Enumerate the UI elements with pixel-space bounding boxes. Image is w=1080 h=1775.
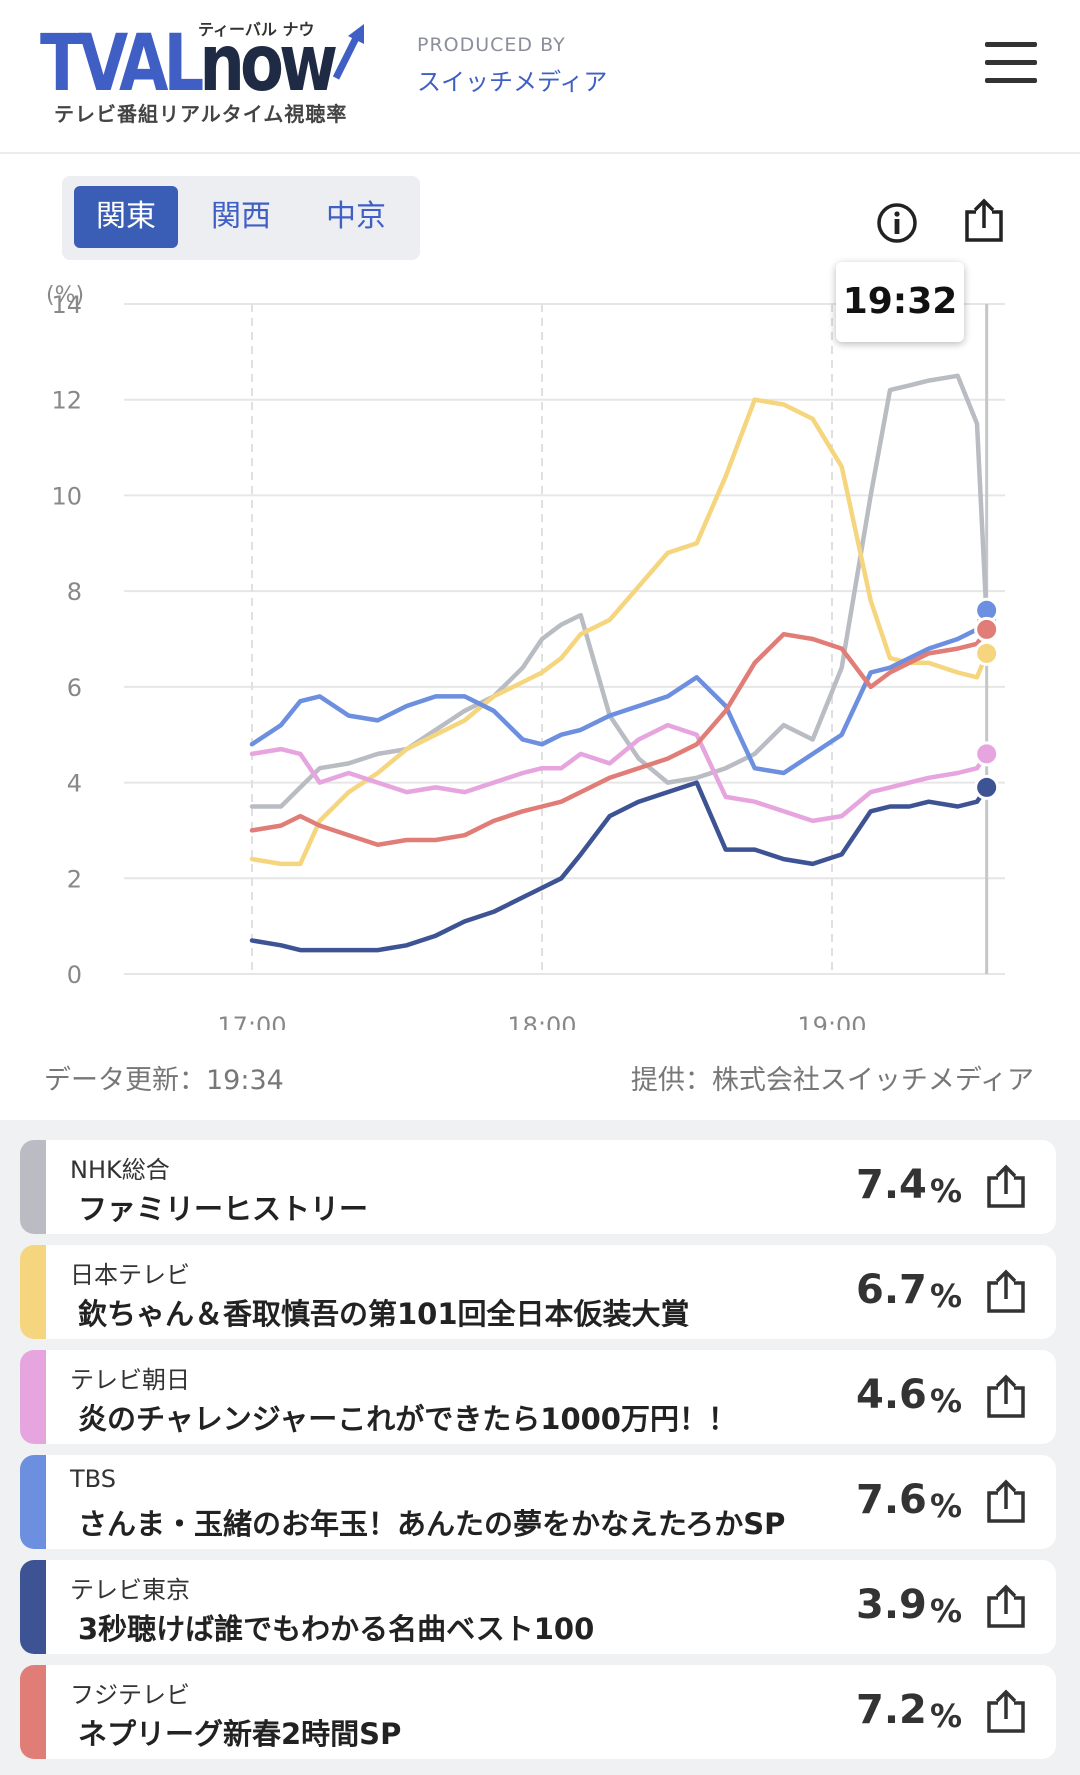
- series-end-point-1: [974, 640, 1000, 666]
- logo-tval: TVAL: [40, 19, 204, 109]
- channel-color-bar: [20, 1665, 46, 1759]
- rating-unit: %: [930, 1382, 963, 1420]
- share-icon[interactable]: [984, 1689, 1028, 1735]
- share-icon[interactable]: [984, 1479, 1028, 1525]
- series-line-5: [249, 627, 989, 848]
- rating-value: 6.7: [856, 1267, 927, 1313]
- program-title: ネプリーグ新春2時間SP: [78, 1717, 402, 1751]
- channel-card-fujitv[interactable]: フジテレビ ネプリーグ新春2時間SP 7.2 %: [20, 1665, 1056, 1759]
- logo-subtitle: テレビ番組リアルタイム視聴率: [54, 102, 348, 126]
- share-icon[interactable]: [984, 1269, 1028, 1315]
- y-tick-label: 8: [67, 578, 82, 606]
- ratings-line-chart: 0 2 4 6 8 10 12 14(%) 17:00 18:00 19:00: [46, 283, 1005, 1040]
- x-tick-label: 18:00: [507, 1012, 576, 1030]
- series-end-point-4: [974, 774, 1000, 800]
- producer-name[interactable]: スイッチメディア: [417, 68, 608, 96]
- rating-unit: %: [930, 1592, 963, 1630]
- channel-card-tvtokyo[interactable]: テレビ東京 3秒聴けば誰でもわかる名曲ベスト100 3.9 %: [20, 1560, 1056, 1654]
- y-tick-label: 4: [67, 770, 82, 798]
- program-title: さんま・玉緒のお年玉！あんたの夢をかなえたろかSP: [78, 1507, 786, 1541]
- series-line-4: [249, 780, 989, 953]
- channel-card-ntv[interactable]: 日本テレビ 欽ちゃん＆香取慎吾の第101回全日本仮装大賞 6.7 %: [20, 1245, 1056, 1339]
- rating-unit: %: [930, 1172, 963, 1210]
- share-icon[interactable]: [984, 1164, 1028, 1210]
- data-provider-label: 提供：株式会社スイッチメディア: [630, 1065, 1034, 1096]
- app-header: TVALnow ティーバル ナウ テレビ番組リアルタイム視聴率 PRODUCED…: [0, 0, 1080, 154]
- series-end-point-2: [974, 741, 1000, 767]
- channel-card-tbs[interactable]: TBS さんま・玉緒のお年玉！あんたの夢をかなえたろかSP 7.6 %: [20, 1455, 1056, 1549]
- channel-color-bar: [20, 1560, 46, 1654]
- produced-by-label: PRODUCED BY: [417, 34, 566, 56]
- channel-color-bar: [20, 1350, 46, 1444]
- channel-name: テレビ東京: [70, 1576, 190, 1604]
- program-title: 炎のチャレンジャーこれができたら1000万円！！: [78, 1402, 737, 1436]
- rating-unit: %: [930, 1697, 963, 1735]
- y-tick-label: 14: [51, 291, 82, 319]
- logo-wordmark: TVALnow: [40, 14, 338, 114]
- series-line-1: [249, 397, 989, 867]
- y-tick-label: 12: [51, 387, 82, 415]
- channel-card-tvasahi[interactable]: テレビ朝日 炎のチャレンジャーこれができたら1000万円！！ 4.6 %: [20, 1350, 1056, 1444]
- channel-name: NHK総合: [70, 1156, 170, 1184]
- y-tick-label: 10: [51, 482, 82, 510]
- rating-unit: %: [930, 1277, 963, 1315]
- series-line-3: [249, 608, 989, 776]
- series-line-2: [249, 722, 989, 824]
- channel-list: NHK総合 ファミリーヒストリー 7.4 % 日本テレビ 欽ちゃん＆香取慎吾の第…: [0, 1120, 1080, 1775]
- rating-unit: %: [930, 1487, 963, 1525]
- channel-card-nhk[interactable]: NHK総合 ファミリーヒストリー 7.4 %: [20, 1140, 1056, 1234]
- channel-name: フジテレビ: [70, 1681, 190, 1709]
- time-tooltip: 19:32: [836, 262, 964, 342]
- logo-arrow-icon: [332, 24, 364, 80]
- produced-by: PRODUCED BY スイッチメディア: [417, 34, 607, 97]
- x-tick-label: 19:00: [797, 1012, 866, 1030]
- channel-color-bar: [20, 1455, 46, 1549]
- ratings-chart: 0 2 4 6 8 10 12 14 (%) 17:00 18:00 19:00: [0, 270, 1080, 1040]
- rating-value: 7.6: [856, 1477, 927, 1523]
- y-axis-label: (%): [46, 283, 84, 308]
- y-tick-label: 0: [67, 961, 82, 989]
- tab-kansai[interactable]: 関西: [211, 199, 271, 234]
- channel-color-bar: [20, 1140, 46, 1234]
- program-title: 3秒聴けば誰でもわかる名曲ベスト100: [78, 1612, 595, 1646]
- x-tick-label: 17:00: [217, 1012, 286, 1030]
- share-icon[interactable]: [984, 1374, 1028, 1420]
- rating-value: 7.4: [856, 1162, 927, 1208]
- rating-value: 3.9: [856, 1582, 927, 1628]
- data-updated-label: データ更新：19:34: [44, 1065, 284, 1096]
- series-line-0: [249, 373, 989, 809]
- rating-value: 4.6: [856, 1372, 927, 1418]
- tvalnow-logo[interactable]: TVALnow ティーバル ナウ テレビ番組リアルタイム視聴率: [40, 14, 364, 126]
- tab-kanto[interactable]: 関東: [74, 186, 178, 248]
- rating-value: 7.2: [856, 1687, 927, 1733]
- channel-name: TBS: [70, 1465, 116, 1493]
- info-icon[interactable]: [876, 202, 918, 244]
- channel-name: テレビ朝日: [70, 1366, 190, 1394]
- y-tick-label: 6: [67, 674, 82, 702]
- channel-name: 日本テレビ: [70, 1261, 190, 1289]
- hamburger-menu-icon[interactable]: [985, 42, 1039, 88]
- share-icon[interactable]: [984, 1584, 1028, 1630]
- y-tick-label: 2: [67, 865, 82, 893]
- logo-now: now: [199, 19, 338, 109]
- share-icon[interactable]: [962, 198, 1006, 244]
- program-title: 欽ちゃん＆香取慎吾の第101回全日本仮装大賞: [78, 1297, 690, 1331]
- series-end-point-5: [974, 616, 1000, 642]
- channel-color-bar: [20, 1245, 46, 1339]
- logo-kana: ティーバル ナウ: [198, 20, 315, 39]
- tab-chukyo[interactable]: 中京: [326, 199, 386, 234]
- region-tabs: 関東 関西 中京: [62, 176, 420, 260]
- program-title: ファミリーヒストリー: [78, 1192, 369, 1226]
